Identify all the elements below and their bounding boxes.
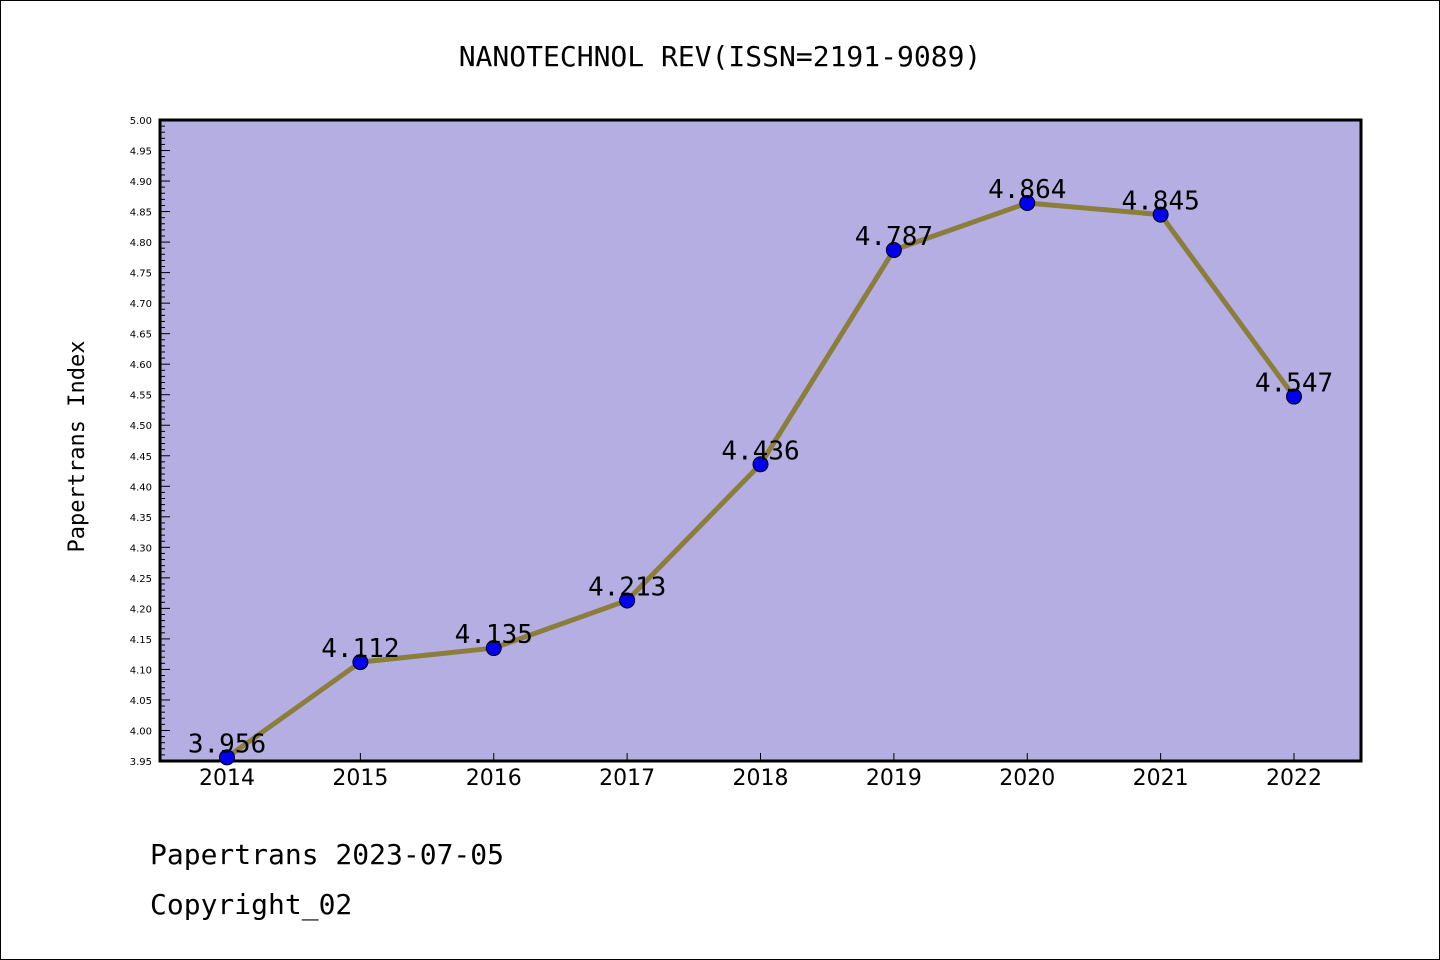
- data-point: [752, 456, 769, 473]
- x-tick-label: 2020: [999, 766, 1055, 791]
- y-tick-label: 3.95: [130, 757, 152, 768]
- data-point: [885, 242, 902, 259]
- y-axis: 3.95 4.00 4.05 4.10 4.15 4.20 4.25 4.30 4.35 4.40…: [130, 116, 170, 768]
- data-point: [1286, 388, 1302, 405]
- y-tick-label: 4.00: [130, 726, 152, 737]
- data-label: 4.547: [1255, 369, 1333, 399]
- data-label: 4.436: [721, 436, 799, 466]
- y-tick-label: 4.35: [130, 513, 152, 524]
- footer-copyright: Copyright_02: [150, 888, 352, 922]
- data-point: [1019, 195, 1036, 212]
- x-tick-label: 2015: [332, 766, 388, 791]
- y-tick-label: 4.95: [130, 147, 152, 158]
- footer-date: Papertrans 2023-07-05: [150, 838, 504, 871]
- y-tick-label: 4.55: [130, 391, 152, 402]
- y-axis-label: Papertrans Index: [65, 341, 90, 553]
- x-tick-label: 2022: [1266, 766, 1322, 791]
- y-tick-label: 4.50: [130, 421, 152, 432]
- y-tick-label: 4.85: [130, 208, 152, 219]
- y-tick-label: 5.00: [130, 116, 152, 127]
- data-point: [1152, 206, 1169, 223]
- data-label: 4.213: [588, 572, 666, 602]
- x-tick-label: 2014: [199, 766, 255, 791]
- chart-title: NANOTECHNOL REV(ISSN=2191-9089): [459, 40, 982, 73]
- y-tick-label: 4.30: [130, 543, 152, 554]
- x-tick-label: 2018: [733, 766, 789, 791]
- series: 3.956 4.112 4.135 4.213 4.436 4.787 4.864 4.845…: [188, 175, 1333, 766]
- y-tick-label: 4.60: [130, 360, 152, 371]
- y-tick-label: 4.65: [130, 330, 152, 341]
- data-label: 4.845: [1121, 187, 1199, 217]
- x-tick-label: 2021: [1133, 766, 1189, 791]
- x-tick-label: 2019: [866, 766, 922, 791]
- data-point: [619, 592, 636, 609]
- data-label: 3.956: [188, 729, 266, 759]
- x-tick-label: 2017: [599, 766, 655, 791]
- y-tick-label: 4.75: [130, 269, 152, 280]
- y-tick-label: 4.70: [130, 299, 152, 310]
- data-point: [219, 749, 235, 766]
- y-tick-label: 4.10: [130, 665, 152, 676]
- y-tick-label: 4.20: [130, 604, 152, 615]
- data-label: 4.112: [321, 634, 399, 664]
- data-label: 4.135: [455, 620, 533, 650]
- y-tick-label: 4.05: [130, 696, 152, 707]
- data-point: [485, 640, 502, 657]
- data-label: 4.864: [988, 175, 1066, 205]
- y-tick-label: 4.15: [130, 635, 152, 646]
- x-axis: 2014 2015 2016 2017 2018 2019 2020 2021 2022: [199, 753, 1322, 791]
- y-tick-label: 4.45: [130, 452, 152, 463]
- y-tick-label: 4.40: [130, 482, 152, 493]
- y-tick-label: 4.90: [130, 177, 152, 188]
- y-tick-label: 4.80: [130, 238, 152, 249]
- data-label: 4.787: [855, 222, 933, 252]
- x-tick-label: 2016: [466, 766, 522, 791]
- data-point: [352, 654, 369, 671]
- y-tick-label: 4.25: [130, 574, 152, 585]
